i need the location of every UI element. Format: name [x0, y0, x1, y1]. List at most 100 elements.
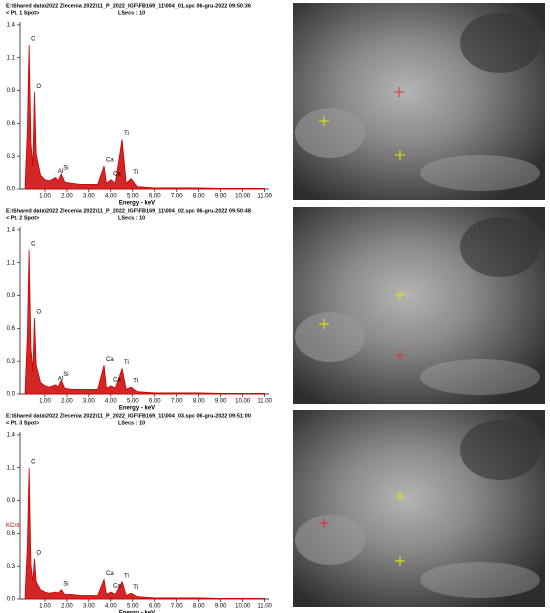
y-axis-label: KCnt: [6, 523, 20, 529]
file-header: E:\Shared data\2022 Zlecenia 2022\11_P_2…: [6, 3, 251, 9]
x-tick-label: 9.00: [215, 604, 227, 610]
x-tick-label: 2.00: [61, 604, 73, 610]
x-axis-label: Energy - keV: [119, 201, 155, 207]
x-tick-label: 1.00: [39, 399, 51, 405]
x-tick-label: 2.00: [61, 399, 73, 405]
x-tick-label: 1.00: [39, 604, 51, 610]
x-tick-label: 11.00: [257, 604, 272, 610]
y-tick-label: 0.6: [7, 531, 16, 537]
element-label: Ca: [106, 357, 114, 363]
element-label: C: [31, 242, 36, 248]
x-tick-label: 9.00: [215, 194, 227, 200]
sem-images: [293, 3, 545, 607]
y-tick-label: 0.9: [7, 498, 16, 504]
element-label: Al: [58, 376, 63, 382]
y-tick-label: 0.9: [7, 293, 16, 299]
spectrum-area: [24, 45, 266, 190]
x-tick-label: 6.00: [149, 399, 161, 405]
live-seconds: LSecs : 10: [118, 420, 145, 426]
element-label: Si: [63, 581, 68, 587]
element-label: Al: [58, 169, 63, 175]
element-label: Ca: [113, 378, 121, 384]
x-tick-label: 10.00: [235, 604, 251, 610]
sem-texture: [460, 420, 540, 480]
file-header: E:\Shared data\2022 Zlecenia 2022\11_P_2…: [6, 208, 251, 214]
y-tick-label: 0.0: [7, 187, 16, 193]
x-tick-label: 4.00: [105, 604, 117, 610]
x-axis-label: Energy - keV: [119, 406, 155, 412]
x-axis-label: Energy - keV: [119, 611, 155, 613]
live-seconds: LSecs : 10: [118, 215, 145, 221]
x-tick-label: 9.00: [215, 399, 227, 405]
spectrum-area: [24, 467, 266, 600]
element-label: C: [31, 37, 36, 43]
x-tick-label: 4.00: [105, 194, 117, 200]
y-tick-label: 0.6: [7, 121, 16, 127]
x-tick-label: 11.00: [257, 399, 272, 405]
y-tick-label: 0.0: [7, 392, 16, 398]
element-label: O: [36, 550, 41, 556]
element-label: O: [36, 310, 41, 316]
x-tick-label: 7.00: [171, 399, 183, 405]
sem-texture: [460, 217, 540, 277]
x-tick-label: 6.00: [149, 604, 161, 610]
x-tick-label: 3.00: [83, 604, 95, 610]
x-tick-label: 7.00: [171, 604, 183, 610]
x-tick-label: 8.00: [193, 194, 205, 200]
sem-texture: [295, 312, 365, 362]
sem-texture: [295, 515, 365, 565]
sem-texture: [420, 562, 540, 598]
x-tick-label: 5.00: [127, 399, 139, 405]
element-label: O: [36, 84, 41, 90]
element-label: Ti: [124, 573, 129, 579]
x-tick-label: 10.00: [235, 194, 251, 200]
sem-texture: [295, 108, 365, 158]
spot-label: < Pt. 3 Spot>: [6, 420, 39, 426]
x-tick-label: 7.00: [171, 194, 183, 200]
element-label: Ti: [124, 360, 129, 366]
element-label: Si: [63, 166, 68, 172]
x-tick-label: 6.00: [149, 194, 161, 200]
file-header: E:\Shared data\2022 Zlecenia 2022\11_P_2…: [6, 413, 251, 419]
element-label: C: [31, 459, 36, 465]
y-tick-label: 0.9: [7, 88, 16, 94]
y-tick-label: 0.0: [7, 597, 16, 603]
y-tick-label: 0.3: [7, 154, 16, 160]
y-tick-label: 1.4: [7, 22, 16, 28]
y-tick-label: 0.3: [7, 359, 16, 365]
sem-texture: [460, 13, 540, 73]
x-tick-label: 11.00: [257, 194, 272, 200]
y-tick-label: 0.3: [7, 564, 16, 570]
element-label: Ti: [124, 131, 129, 137]
y-tick-label: 1.1: [7, 260, 16, 266]
element-label: Ti: [133, 170, 138, 176]
spot-label: < Pt. 2 Spot>: [6, 215, 39, 221]
element-label: Ca: [113, 171, 121, 177]
element-label: Ca: [113, 584, 121, 590]
y-tick-label: 1.1: [7, 55, 16, 61]
element-label: Si: [63, 372, 68, 378]
x-tick-label: 8.00: [193, 399, 205, 405]
element-label: Ca: [106, 158, 114, 164]
sem-texture: [420, 359, 540, 395]
x-tick-label: 2.00: [61, 194, 73, 200]
sem-texture: [420, 155, 540, 191]
element-label: Ca: [106, 571, 114, 577]
x-tick-label: 1.00: [39, 194, 51, 200]
y-tick-label: 1.4: [7, 227, 16, 233]
spectrum-area: [24, 250, 266, 395]
x-tick-label: 8.00: [193, 604, 205, 610]
y-tick-label: 0.6: [7, 326, 16, 332]
element-label: Ti: [133, 585, 138, 591]
x-tick-label: 5.00: [127, 194, 139, 200]
element-label: Ti: [133, 379, 138, 385]
x-tick-label: 3.00: [83, 194, 95, 200]
x-tick-label: 5.00: [127, 604, 139, 610]
x-tick-label: 10.00: [235, 399, 251, 405]
x-tick-label: 3.00: [83, 399, 95, 405]
spot-label: < Pt. 1 Spot>: [6, 10, 39, 16]
y-tick-label: 1.1: [7, 465, 16, 471]
y-tick-label: 1.4: [7, 432, 16, 438]
